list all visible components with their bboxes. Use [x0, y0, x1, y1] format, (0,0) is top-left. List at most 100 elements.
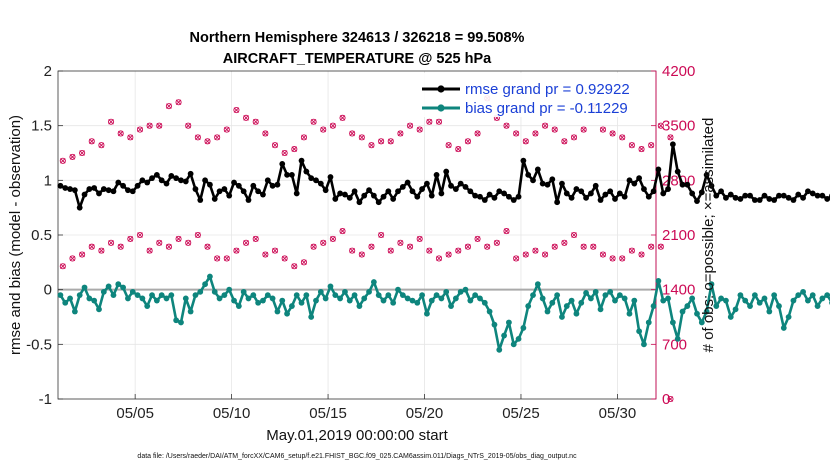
bias-point	[573, 310, 580, 317]
rmse-point	[71, 187, 78, 194]
x-tick-label: 05/15	[309, 405, 347, 422]
obs-assimilated-marker	[281, 150, 288, 156]
rmse-point	[298, 157, 305, 164]
obs-assimilated-marker	[494, 240, 500, 246]
obs-assimilated-marker	[503, 122, 510, 129]
rmse-point	[780, 192, 787, 199]
obs-possible-marker	[194, 231, 201, 239]
bias-point	[385, 292, 392, 299]
bias-point	[544, 308, 551, 315]
obs-assimilated-marker	[214, 255, 220, 262]
obs-possible-marker	[532, 130, 539, 137]
bias-point	[718, 295, 725, 302]
rmse-point	[327, 174, 334, 180]
series-lines	[57, 141, 830, 353]
obs-assimilated-marker	[69, 154, 76, 160]
obs-possible-marker	[455, 247, 462, 254]
bias-point	[655, 278, 662, 284]
obs-assimilated-marker	[98, 247, 105, 254]
obs-count-markers	[59, 95, 674, 403]
obs-assimilated-marker	[146, 122, 153, 129]
left-tick-label: 0.5	[31, 227, 52, 244]
rmse-point	[182, 178, 189, 185]
bias-point	[86, 295, 93, 302]
rmse-point	[125, 187, 131, 194]
obs-possible-marker	[107, 239, 115, 246]
obs-assimilated-marker	[426, 247, 433, 254]
bias-point	[139, 295, 146, 302]
obs-assimilated-marker	[243, 240, 249, 246]
rmse-point	[742, 192, 749, 199]
left-tick-label: 0	[44, 282, 52, 299]
rmse-point	[674, 168, 681, 175]
obs-possible-marker	[59, 263, 66, 270]
rmse-point	[438, 190, 445, 197]
rmse-point	[568, 194, 575, 201]
obs-assimilated-marker	[108, 240, 114, 246]
obs-assimilated-marker	[426, 119, 433, 125]
bias-point	[669, 319, 676, 326]
rmse-point	[245, 197, 252, 203]
obs-assimilated-marker	[243, 115, 249, 121]
rmse-point	[713, 192, 720, 199]
legend-bias-marker	[437, 104, 445, 112]
bias-point	[563, 303, 570, 309]
rmse-point	[669, 141, 676, 148]
rmse-point	[356, 199, 363, 206]
rmse-point	[583, 194, 589, 201]
obs-possible-marker	[329, 235, 336, 242]
bias-point	[689, 295, 696, 302]
obs-possible-marker	[378, 231, 385, 239]
bias-point	[192, 292, 199, 299]
bias-point	[636, 328, 643, 335]
obs-possible-marker	[214, 134, 221, 141]
bias-point	[592, 288, 599, 295]
bias-point	[110, 292, 117, 299]
bias-point	[337, 295, 344, 302]
rmse-point	[771, 197, 778, 203]
obs-possible-marker	[223, 126, 230, 133]
bias-point	[100, 288, 107, 295]
rmse-point	[472, 192, 479, 199]
bias-point	[761, 295, 768, 302]
bias-point	[800, 288, 806, 295]
y-axis-right-label: # of obs: o=possible; ×=assimilated	[700, 118, 717, 353]
obs-assimilated-marker	[175, 236, 182, 242]
chart-legend: rmse grand pr = 0.92922 bias grand pr = …	[418, 73, 653, 117]
rmse-point	[694, 198, 700, 205]
rmse-point	[578, 188, 585, 195]
obs-possible-marker	[79, 251, 86, 258]
obs-possible-marker	[435, 255, 443, 262]
bias-point	[501, 332, 507, 339]
legend-bias-label: bias grand pr = -0.11229	[465, 100, 628, 117]
obs-possible-marker	[281, 149, 288, 157]
obs-possible-marker	[628, 247, 635, 254]
obs-possible-marker	[88, 243, 95, 250]
rmse-point	[404, 179, 411, 186]
bias-point	[71, 308, 78, 315]
obs-possible-marker	[551, 126, 558, 133]
rmse-point	[255, 188, 262, 195]
obs-possible-marker	[503, 122, 510, 129]
obs-assimilated-marker	[571, 232, 577, 238]
legend-rmse-marker	[437, 85, 445, 93]
obs-assimilated-marker	[629, 142, 635, 148]
bias-point	[404, 295, 411, 302]
rmse-point	[351, 188, 358, 195]
bias-point	[67, 295, 73, 302]
rmse-point	[178, 177, 184, 184]
rmse-point	[592, 182, 599, 189]
rmse-point	[115, 179, 122, 186]
bias-point	[366, 288, 372, 295]
obs-assimilated-marker	[79, 251, 85, 258]
bias-point	[115, 281, 122, 288]
obs-assimilated-marker	[600, 126, 606, 133]
obs-assimilated-marker	[523, 251, 529, 258]
bias-point	[255, 299, 262, 306]
obs-assimilated-marker	[281, 255, 288, 262]
rmse-point	[173, 175, 180, 182]
obs-possible-marker	[300, 259, 308, 266]
obs-assimilated-marker	[166, 103, 172, 109]
bias-point	[805, 297, 811, 304]
bias-point	[448, 303, 454, 309]
